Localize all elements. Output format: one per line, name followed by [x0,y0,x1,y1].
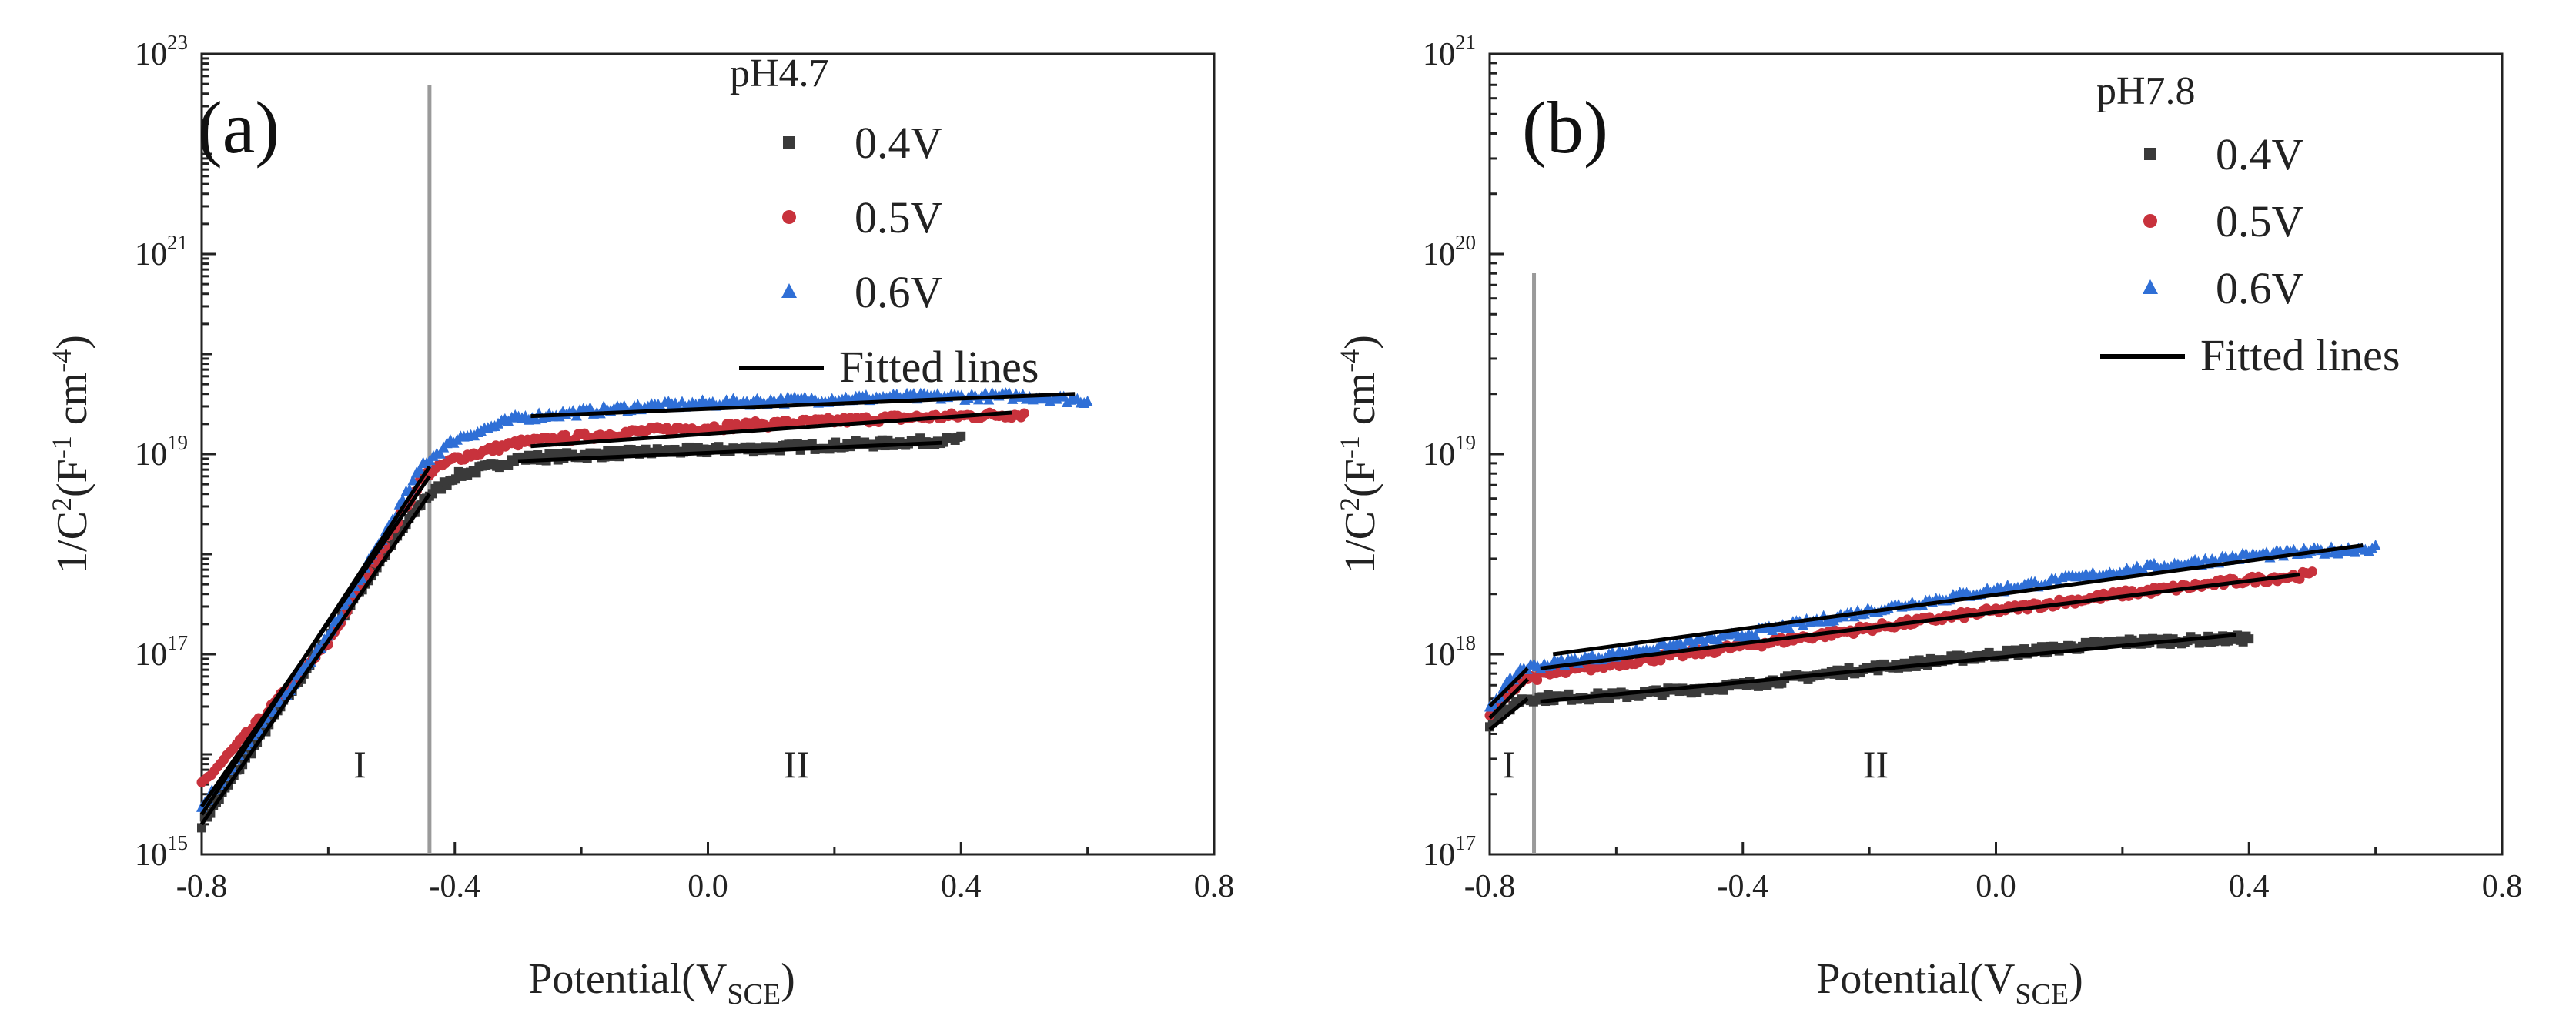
series-0.5V [196,407,1029,787]
data-point-triangle [343,593,354,605]
legend-label: Fitted lines [839,342,1039,392]
y-tick-label: 1017 [135,631,188,673]
legend-label: 0.6V [855,267,943,317]
legend-marker-circle [2143,214,2157,228]
legend-marker-circle [782,210,796,224]
fitted-line [1488,667,1530,708]
x-tick-label: 0.4 [2229,869,2270,904]
panel-a-chart: -0.8 -0.4 0.0 0.4 0.8 1015 1017 1019 1021 1023 Pot… [46,31,1235,1011]
fitted-line [517,440,942,463]
legend-label: Fitted lines [2200,330,2400,380]
legend-marker-triangle [2143,279,2158,294]
data-point-circle [2307,566,2317,577]
data-point-triangle [1798,619,1809,630]
y-tick-label: 1023 [135,31,188,72]
x-tick-label: 0.8 [2482,869,2523,904]
fitted-line [1552,543,2364,657]
legend-marker-triangle [781,283,797,298]
panel-label: (a) [198,86,280,169]
legend-marker-square [783,136,795,149]
fitted-line [1488,697,1529,731]
data-point-triangle [1750,630,1761,641]
legend-label: 0.5V [2216,196,2304,246]
y-tick-label: 1021 [1423,31,1476,72]
y-tick-label: 1018 [1423,631,1476,673]
data-point-triangle [414,463,426,475]
data-point-triangle [434,447,446,459]
x-tick-label: 0.0 [1975,869,2016,904]
series-0.6V [1484,539,2381,712]
data-point-triangle [407,474,419,486]
y-axis-title-group: 1/C2(F-1 cm-4) [1334,335,1384,573]
x-tick-label: -0.8 [1464,869,1516,904]
data-point-triangle [1784,622,1795,633]
legend-title: pH7.8 [2096,69,2196,113]
data-point-square [2244,634,2254,644]
y-tick-label: 1015 [135,831,188,873]
x-axis-title: Potential(VSCE) [1816,955,2083,1011]
y-tick-label: 1020 [1423,231,1476,272]
y-tick-label: 1017 [1423,831,1476,873]
data-point-triangle [1082,395,1093,406]
x-tick-label: 0.4 [941,869,982,904]
series-0.4V [197,431,966,833]
legend-label: 0.4V [855,118,943,168]
y-tick-label: 1021 [135,231,188,272]
legend-marker-square [2144,148,2156,160]
y-axis-title: 1/C2(F-1 cm-4) [46,335,96,573]
data-point-square [956,431,966,441]
legend-label: 0.6V [2216,263,2304,313]
fitted-line [1488,677,1530,720]
x-tick-label: -0.4 [430,869,481,904]
y-tick-label: 1019 [135,431,188,473]
legend-label: 0.4V [2216,129,2304,179]
fitted-line [199,465,431,816]
y-axis-title-group: 1/C2(F-1 cm-4) [46,335,96,573]
legend-title: pH4.7 [730,52,829,95]
fitted-line [199,493,431,826]
plot-frame [1488,52,2504,856]
region-label: II [1863,743,1889,786]
panel-b-chart: -0.8 -0.4 0.0 0.4 0.8 1017 1018 1019 1020 1021 Pot… [1334,31,2523,1011]
x-tick-label: -0.4 [1718,869,1769,904]
region-label: I [353,743,366,786]
fitted-line [1540,573,2300,670]
x-tick-label: 0.0 [687,869,728,904]
data-point-circle [1019,408,1029,419]
region-label: I [1502,743,1515,786]
data-point-triangle [2370,539,2381,550]
data-point-square [197,823,206,833]
x-tick-label: -0.8 [176,869,228,904]
fitted-line [1540,633,2237,703]
fitted-line [530,392,1076,419]
y-axis-title: 1/C2(F-1 cm-4) [1334,335,1384,573]
fitted-line [530,410,1012,449]
x-tick-label: 0.8 [1194,869,1235,904]
y-tick-label: 1019 [1423,431,1476,473]
panel-label: (b) [1522,86,1608,169]
x-axis-title: Potential(VSCE) [528,955,795,1011]
legend-label: 0.5V [855,192,943,242]
region-label: II [784,743,809,786]
